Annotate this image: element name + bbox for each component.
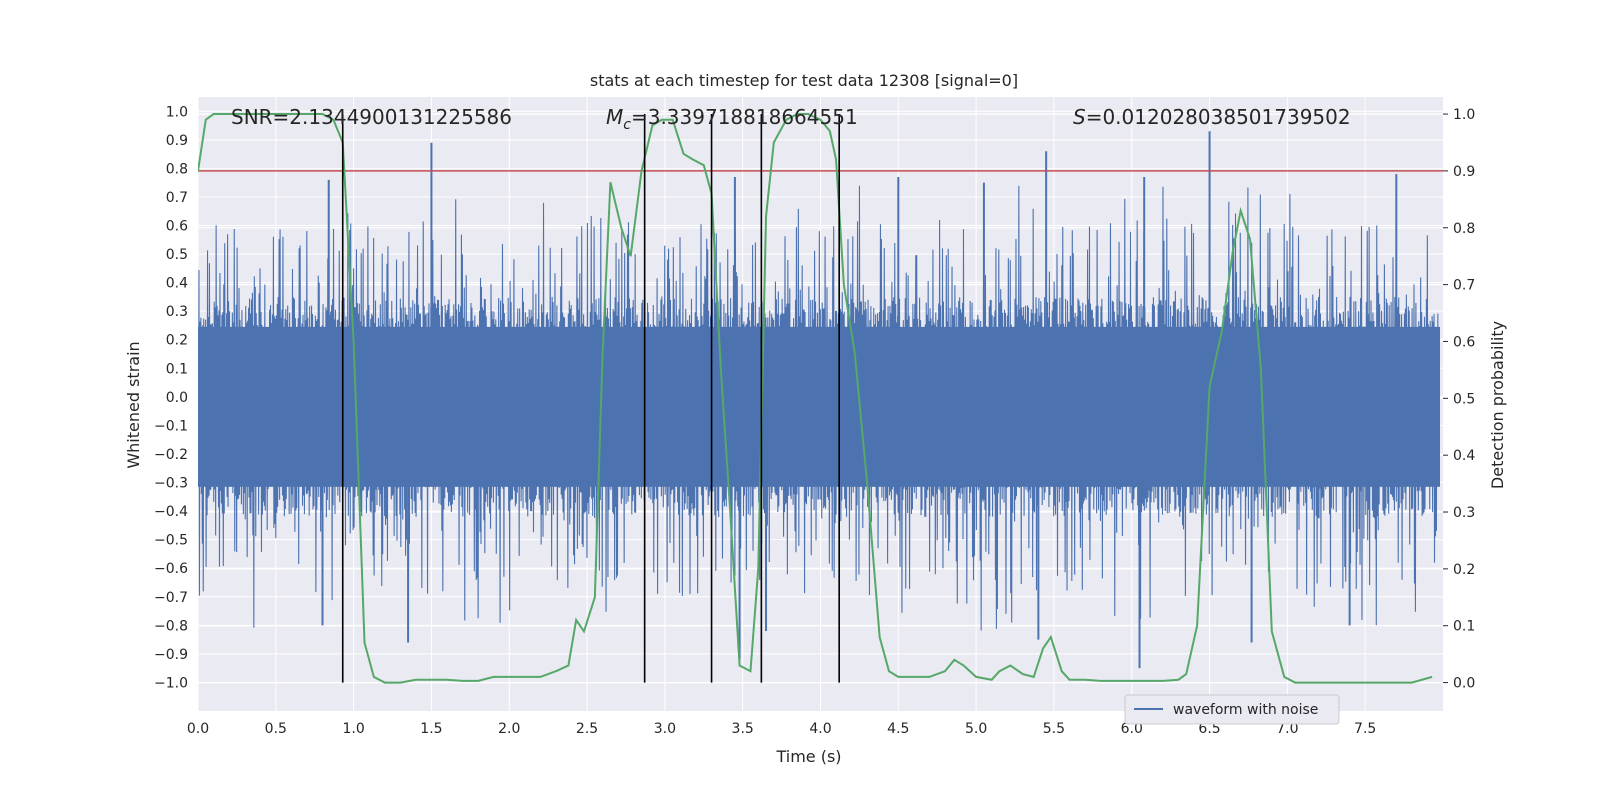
y-right-tick-label: 0.5 — [1453, 391, 1475, 407]
x-tick-label: 3.0 — [654, 721, 676, 737]
x-tick-label: 6.0 — [1121, 721, 1143, 737]
y-right-tick-label: 0.7 — [1453, 278, 1475, 294]
s-value: =0.012028038501739502 — [1086, 105, 1351, 129]
x-axis-label: Time (s) — [775, 747, 841, 766]
y-right-tick-label: 0.4 — [1453, 448, 1475, 464]
y-left-tick-label: −0.2 — [154, 447, 188, 463]
waveform-dense-band — [198, 326, 1440, 487]
y-left-tick-label: 0.2 — [166, 333, 188, 349]
y-left-tick-label: −0.8 — [154, 618, 188, 634]
x-tick-label: 5.0 — [965, 721, 987, 737]
legend: waveform with noise — [1124, 694, 1340, 725]
y-left-tick-label: 0.5 — [166, 247, 188, 263]
x-tick-label: 2.0 — [498, 721, 520, 737]
y-right-tick-label: 0.9 — [1453, 164, 1475, 180]
x-tick-label: 5.5 — [1043, 721, 1065, 737]
chirp-mass-symbol: M — [606, 105, 623, 129]
y-right-tick-label: 0.6 — [1453, 334, 1475, 350]
x-tick-label: 2.5 — [576, 721, 598, 737]
y-axis-left-ticks: 1.0 0.9 0.8 0.7 0.6 0.5 0.4 0.3 0.2 0.1 0.0 −0.1 −0.… — [154, 104, 188, 691]
y-axis-right-label: Detection probability — [1488, 321, 1507, 489]
y-left-tick-label: −0.1 — [154, 418, 188, 434]
snr-annotation: SNR=2.1344900131225586 — [231, 105, 512, 129]
y-left-tick-label: 0.4 — [166, 276, 188, 292]
x-tick-label: 0.0 — [187, 721, 209, 737]
y-right-tick-label: 0.3 — [1453, 505, 1475, 521]
chirp-mass-value: =3.339718818664551 — [631, 105, 858, 129]
detection-probability-line — [198, 113, 1433, 684]
x-tick-label: 6.5 — [1198, 721, 1220, 737]
y-right-tick-label: 0.1 — [1453, 619, 1475, 635]
s-symbol: S — [1073, 105, 1086, 129]
y-left-tick-label: 0.1 — [166, 361, 188, 377]
y-axis-left-label: Whitened strain — [124, 341, 143, 468]
y-left-tick-label: −0.5 — [154, 533, 188, 549]
y-left-tick-label: 1.0 — [166, 104, 188, 120]
x-tick-label: 1.0 — [342, 721, 364, 737]
x-tick-label: 4.0 — [809, 721, 831, 737]
legend-entry: waveform with noise — [1173, 702, 1318, 718]
y-left-tick-label: 0.6 — [166, 219, 188, 235]
chirp-mass-subscript: c — [623, 117, 631, 133]
x-tick-label: 4.5 — [887, 721, 909, 737]
y-left-tick-label: −0.6 — [154, 561, 188, 577]
y-right-tick-label: 0.8 — [1453, 221, 1475, 237]
vertical-markers — [341, 114, 840, 683]
y-left-tick-label: −0.4 — [154, 504, 188, 520]
y-left-tick-label: 0.9 — [166, 133, 188, 149]
y-right-tick-label: 1.0 — [1453, 107, 1475, 123]
y-left-tick-label: −0.7 — [154, 590, 188, 606]
legend-box — [1124, 694, 1340, 725]
y-left-tick-label: 0.8 — [166, 161, 188, 177]
chirp-mass-annotation: Mc=3.339718818664551 — [606, 105, 858, 133]
y-left-tick-label: −1.0 — [154, 675, 188, 691]
waveform-with-noise-series — [198, 131, 1440, 669]
x-tick-label: 1.5 — [420, 721, 442, 737]
x-tick-label: 3.5 — [732, 721, 754, 737]
chart-title: stats at each timestep for test data 123… — [590, 71, 1018, 90]
s-annotation: S=0.012028038501739502 — [1073, 105, 1351, 129]
x-axis-ticks: 0.0 0.5 1.0 1.5 2.0 2.5 3.0 3.5 4.0 4.5 5.0 5.5 6.0 6… — [187, 721, 1376, 737]
y-left-tick-label: −0.3 — [154, 476, 188, 492]
y-axis-right-ticks: 1.0 0.9 0.8 0.7 0.6 0.5 0.4 0.3 0.2 0.1 0.0 — [1443, 107, 1475, 692]
y-left-tick-label: 0.3 — [166, 304, 188, 320]
y-left-tick-label: −0.9 — [154, 647, 188, 663]
x-tick-label: 7.0 — [1276, 721, 1298, 737]
x-tick-label: 0.5 — [265, 721, 287, 737]
y-right-tick-label: 0.0 — [1453, 676, 1475, 692]
y-left-tick-label: 0.7 — [166, 190, 188, 206]
y-right-tick-label: 0.2 — [1453, 562, 1475, 578]
y-left-tick-label: 0.0 — [166, 390, 188, 406]
detection-probability-series — [198, 113, 1433, 684]
x-tick-label: 7.5 — [1354, 721, 1376, 737]
